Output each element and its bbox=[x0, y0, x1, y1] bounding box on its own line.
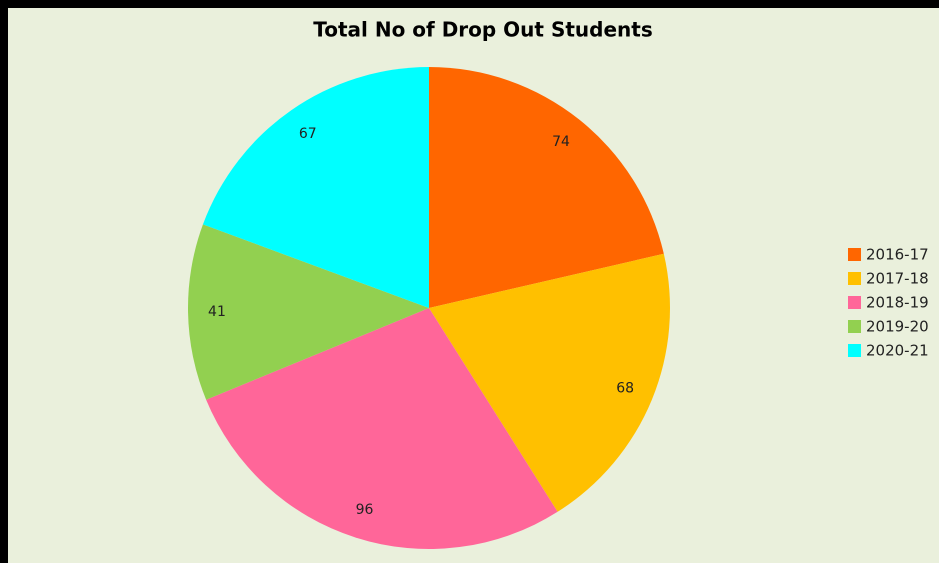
legend-label: 2017-18 bbox=[866, 270, 929, 288]
data-label: 41 bbox=[208, 304, 226, 320]
data-label: 74 bbox=[552, 134, 570, 150]
border-left bbox=[0, 0, 8, 563]
pie-slice bbox=[206, 308, 558, 550]
pie-slice bbox=[429, 253, 670, 512]
legend-swatch bbox=[848, 272, 861, 285]
pie-slice bbox=[202, 67, 429, 308]
legend-swatch bbox=[848, 248, 861, 261]
pie-slice bbox=[187, 224, 429, 400]
legend-label: 2016-17 bbox=[866, 246, 929, 264]
legend-label: 2020-21 bbox=[866, 342, 929, 360]
data-label: 68 bbox=[616, 381, 634, 397]
pie-slice bbox=[429, 67, 664, 308]
legend-swatch bbox=[848, 296, 861, 309]
data-label: 96 bbox=[356, 502, 374, 518]
legend-swatch bbox=[848, 344, 861, 357]
data-label: 67 bbox=[299, 126, 317, 142]
legend-label: 2018-19 bbox=[866, 294, 929, 312]
border-top bbox=[0, 0, 939, 8]
legend-label: 2019-20 bbox=[866, 318, 929, 336]
legend-swatch bbox=[848, 320, 861, 333]
chart-title: Total No of Drop Out Students bbox=[313, 18, 652, 42]
